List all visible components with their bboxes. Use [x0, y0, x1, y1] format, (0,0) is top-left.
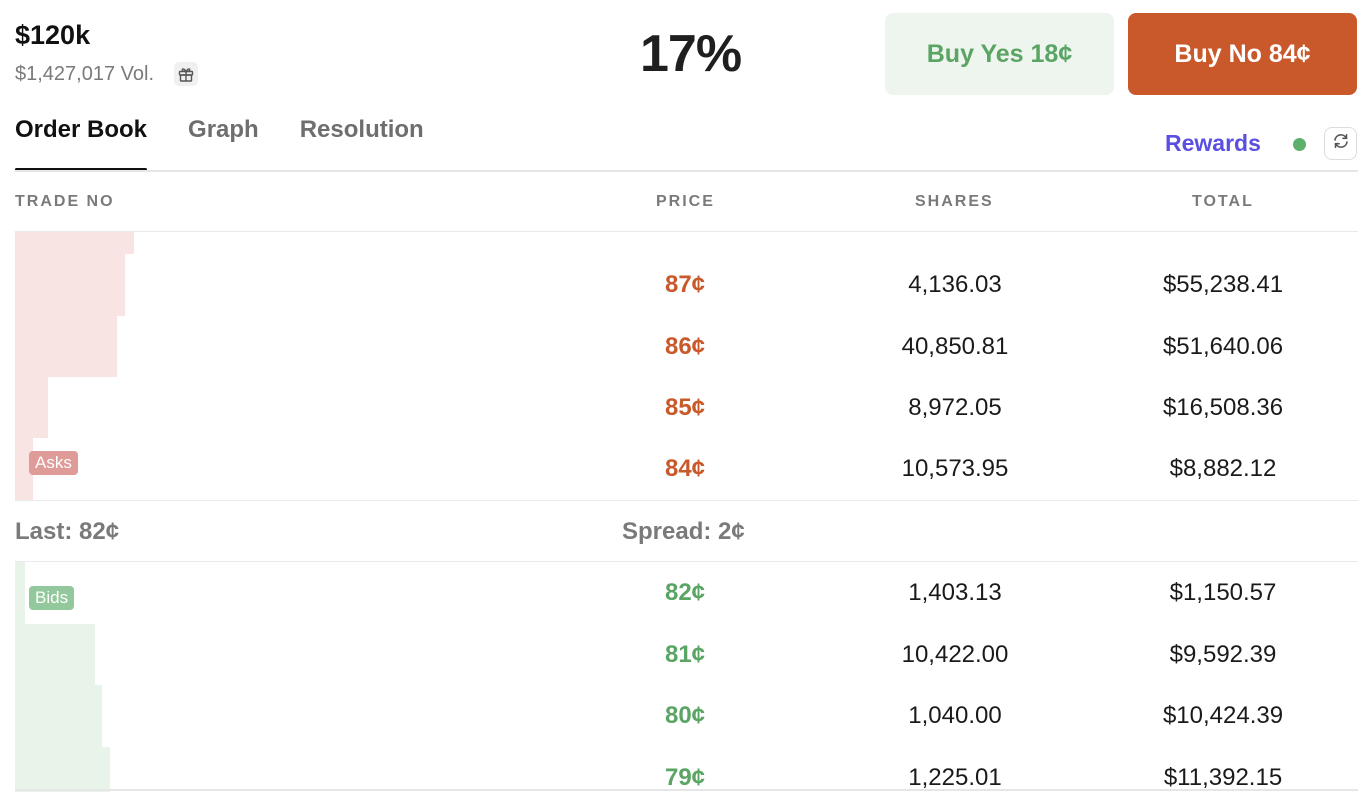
header-divider — [15, 231, 1358, 232]
bids-divider — [15, 561, 1358, 562]
tab-bar: Order Book Graph Resolution — [15, 116, 424, 171]
bid-price: 82¢ — [664, 579, 706, 606]
column-header-shares: SHARES — [915, 193, 994, 210]
asks-divider — [15, 500, 1358, 501]
rewards-link[interactable]: Rewards — [1165, 130, 1261, 156]
ask-price: 87¢ — [664, 271, 706, 298]
gift-icon[interactable] — [174, 62, 199, 86]
ask-row[interactable]: 86¢ 40,850.81 $51,640.06 — [15, 316, 1358, 378]
refresh-button[interactable] — [1324, 127, 1357, 160]
ask-row[interactable]: 85¢ 8,972.05 $16,508.36 — [15, 377, 1358, 439]
ask-shares: 40,850.81 — [901, 333, 1009, 360]
order-book-scroll[interactable]: · 87¢ 4,136.03 $55,238.41 86¢ 40,850.81 … — [0, 232, 1370, 792]
bid-depth-bar — [15, 562, 25, 624]
bid-shares: 10,422.00 — [901, 641, 1009, 668]
bid-shares: 1,403.13 — [908, 579, 1002, 606]
column-header-trade-no: TRADE NO — [15, 193, 115, 210]
bid-row[interactable]: 82¢ 1,403.13 $1,150.57 — [15, 562, 1358, 624]
bids-badge: Bids — [29, 586, 75, 610]
buy-no-button[interactable]: Buy No 84¢ — [1128, 13, 1357, 95]
ask-row[interactable]: 87¢ 4,136.03 $55,238.41 — [15, 254, 1358, 316]
rewards-status-dot — [1293, 138, 1306, 151]
ask-shares: 8,972.05 — [908, 394, 1002, 421]
bid-depth-bar — [15, 747, 110, 792]
bid-total: $11,392.15 — [1163, 764, 1283, 791]
ask-price: 86¢ — [664, 333, 706, 360]
column-header-total: TOTAL — [1192, 193, 1254, 210]
bid-shares: 1,040.00 — [908, 702, 1002, 729]
bid-shares: 1,225.01 — [908, 764, 1002, 791]
ask-row[interactable]: · — [15, 232, 1358, 254]
ask-total: $51,640.06 — [1162, 333, 1284, 360]
bid-total: $9,592.39 — [1169, 641, 1277, 668]
ask-total: $16,508.36 — [1162, 394, 1284, 421]
refresh-icon — [1331, 131, 1351, 156]
asks-badge: Asks — [29, 451, 78, 475]
volume-row: $1,427,017 Vol. — [15, 62, 199, 86]
ask-total: $55,238.41 — [1162, 271, 1284, 298]
bid-price: 79¢ — [664, 764, 706, 791]
column-header-price: PRICE — [656, 193, 715, 210]
bid-row[interactable]: 79¢ 1,225.01 $11,392.15 — [15, 747, 1358, 792]
ask-price: 85¢ — [664, 394, 706, 421]
bid-total: $10,424.39 — [1162, 702, 1284, 729]
ask-depth-bar — [15, 232, 134, 254]
probability: 17% — [640, 25, 742, 83]
bottom-divider — [15, 789, 1358, 791]
bid-row[interactable]: 81¢ 10,422.00 $9,592.39 — [15, 624, 1358, 686]
ask-shares: 4,136.03 — [908, 271, 1002, 298]
ask-depth-bar — [15, 377, 48, 438]
ask-depth-bar — [15, 316, 117, 377]
bid-price: 81¢ — [664, 641, 706, 668]
bid-price: 80¢ — [664, 702, 706, 729]
ask-depth-bar — [15, 254, 125, 316]
tab-order-book[interactable]: Order Book — [15, 116, 148, 171]
ask-depth-bar — [15, 438, 33, 500]
buy-yes-button[interactable]: Buy Yes 18¢ — [885, 13, 1114, 95]
spread: Spread: 2¢ — [622, 518, 745, 545]
ask-shares: 10,573.95 — [901, 455, 1009, 482]
bid-row[interactable]: 80¢ 1,040.00 $10,424.39 — [15, 685, 1358, 747]
market-title: $120k — [15, 20, 91, 50]
tab-graph[interactable]: Graph — [188, 116, 259, 143]
tab-resolution[interactable]: Resolution — [299, 116, 424, 143]
bid-depth-bar — [15, 624, 95, 685]
ask-price: 84¢ — [664, 455, 706, 482]
volume-text: $1,427,017 Vol. — [15, 62, 155, 85]
bid-total: $1,150.57 — [1169, 579, 1277, 606]
last-price: Last: 82¢ — [15, 518, 120, 545]
tab-divider — [15, 170, 1358, 172]
ask-price-partial: · — [585, 232, 785, 237]
ask-row[interactable]: 84¢ 10,573.95 $8,882.12 — [15, 438, 1358, 500]
bid-depth-bar — [15, 685, 102, 747]
ask-total: $8,882.12 — [1169, 455, 1277, 482]
